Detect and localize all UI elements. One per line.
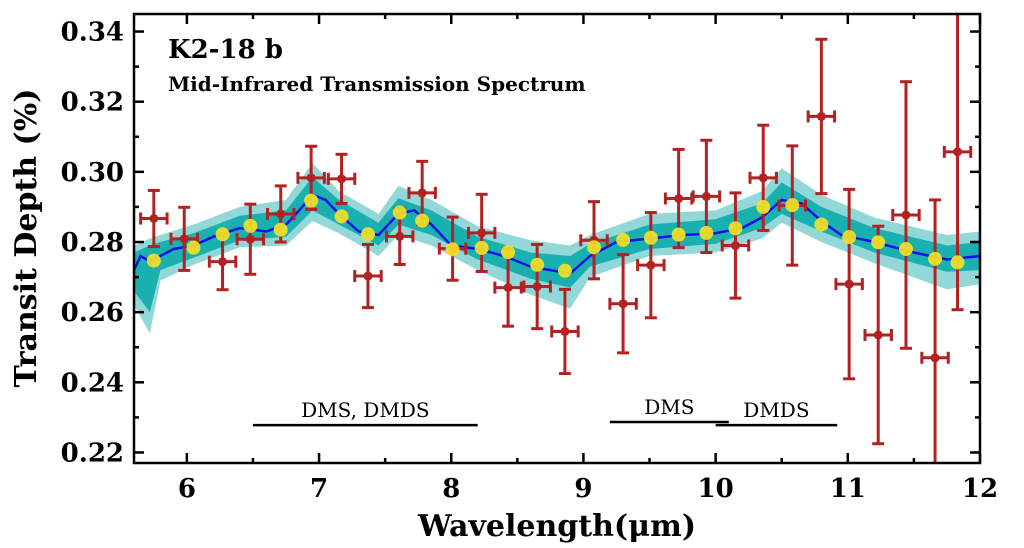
molecule-annotation: DMS, DMDS	[252, 398, 478, 427]
binned-model-point	[415, 213, 430, 228]
observed-point	[169, 205, 199, 272]
observed-point	[720, 191, 751, 300]
observed-point	[834, 187, 864, 381]
y-tick-label: 0.28	[61, 228, 124, 258]
observed-point	[863, 224, 893, 446]
observed-point	[353, 242, 383, 310]
binned-model-point	[474, 240, 489, 255]
chart-title: K2-18 b	[168, 35, 283, 65]
x-axis-title: Wavelength(μm)	[417, 509, 696, 544]
binned-model-point	[530, 257, 545, 272]
binned-model-point	[334, 209, 349, 224]
x-tick-label: 9	[574, 474, 592, 504]
observed-point	[891, 80, 921, 350]
binned-model-point	[304, 193, 319, 208]
binned-model-point	[871, 235, 886, 250]
x-tick-label: 6	[178, 474, 196, 504]
axis-ticks: 6 7 8 9 10 11 12 0.22 0.24 0.26 0.28 0.30 0.32 0.34	[61, 14, 998, 504]
observed-point	[636, 211, 666, 320]
observed-point	[663, 147, 694, 250]
y-tick-label: 0.32	[61, 88, 124, 118]
x-tick-label: 12	[962, 474, 998, 504]
molecule-annotations: DMS, DMDS DMS DMDS	[252, 395, 838, 427]
binned-model-point	[445, 242, 460, 257]
binned-model-layer	[146, 193, 965, 278]
y-tick-label: 0.26	[61, 298, 124, 328]
binned-model-point	[360, 227, 375, 242]
binned-model-point	[616, 232, 631, 247]
y-tick-label: 0.30	[61, 158, 124, 188]
binned-model-point	[146, 253, 161, 268]
binned-model-point	[842, 230, 857, 245]
y-tick-label: 0.22	[61, 438, 124, 468]
binned-model-point	[814, 217, 829, 232]
binned-model-point	[243, 218, 258, 233]
observed-point	[466, 192, 497, 273]
molecule-label: DMS, DMDS	[301, 398, 429, 422]
x-tick-label: 11	[830, 474, 866, 504]
observed-point	[550, 287, 580, 376]
binned-model-point	[671, 227, 686, 242]
binned-model-point	[215, 227, 230, 242]
observed-point	[266, 184, 296, 244]
chart-subtitle: Mid-Infrared Transmission Spectrum	[168, 72, 585, 96]
observed-point	[139, 188, 169, 249]
molecule-label: DMS	[644, 395, 694, 419]
x-tick-label: 8	[442, 474, 460, 504]
molecule-annotation: DMS	[609, 395, 729, 424]
plot-frame	[132, 12, 982, 465]
observed-point	[806, 37, 837, 196]
binned-model-point	[785, 198, 800, 213]
binned-model-point	[699, 225, 714, 240]
molecule-annotation: DMDS	[715, 398, 838, 427]
observed-point	[235, 202, 266, 276]
x-tick-label: 10	[698, 474, 734, 504]
binned-model-point	[950, 255, 965, 270]
binned-model-point	[273, 222, 288, 237]
binned-model-point	[728, 221, 743, 236]
binned-model-point	[186, 240, 201, 255]
observed-point	[326, 152, 357, 205]
binned-model-point	[928, 251, 943, 266]
molecule-label: DMDS	[743, 398, 809, 422]
binned-model-point	[501, 245, 516, 260]
binned-model-point	[587, 240, 602, 255]
binned-model-point	[756, 199, 771, 214]
observed-point	[579, 200, 609, 281]
y-tick-label: 0.24	[61, 368, 124, 398]
binned-model-point	[557, 263, 572, 278]
x-tick-label: 7	[310, 474, 328, 504]
observed-point	[608, 253, 638, 355]
binned-model-point	[643, 230, 658, 245]
y-axis-title: Transit Depth (%)	[9, 89, 44, 388]
binned-model-point	[392, 205, 407, 220]
y-tick-label: 0.34	[61, 18, 124, 48]
binned-model-point	[898, 242, 913, 257]
